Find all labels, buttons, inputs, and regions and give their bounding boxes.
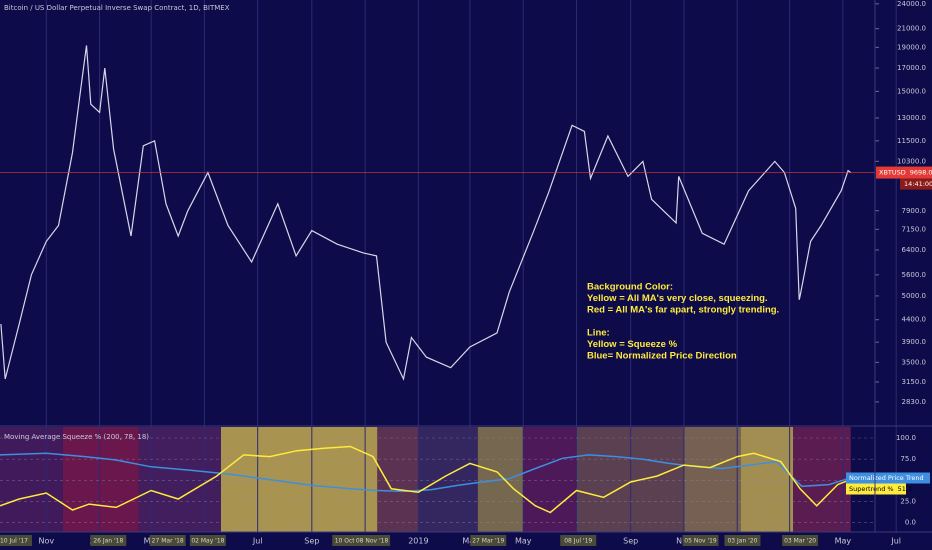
- x-tick-label: Nov: [38, 537, 54, 546]
- y-tick-label: 21000.0: [897, 25, 926, 33]
- y-tick-label: 15000.0: [897, 87, 926, 95]
- date-marker-label: 10 Oct '18: [335, 538, 366, 545]
- series-label: Normalized Price Trend: [849, 474, 924, 482]
- x-tick-label: Sep: [623, 537, 638, 546]
- y-tick-label: 6400.0: [902, 246, 927, 254]
- annotation-line: Blue= Normalized Price Direction: [587, 351, 737, 362]
- y-tick-label: 3500.0: [902, 358, 927, 366]
- squeeze-band: [0, 427, 63, 532]
- date-marker-box: [189, 535, 226, 546]
- annotation-line: Line:: [587, 328, 610, 339]
- indicator-title: Moving Average Squeeze % (200, 78, 18): [4, 433, 149, 441]
- squeeze-band: [138, 427, 221, 532]
- date-marker-label: 27 Mar '19: [472, 538, 504, 545]
- y-tick-label: 13000.0: [897, 114, 926, 122]
- squeeze-band: [377, 427, 419, 532]
- date-marker-label: 10 Jul '17: [0, 538, 28, 545]
- series-label-box: [846, 483, 906, 495]
- y-tick-label: 4400.0: [902, 316, 927, 324]
- y-tick-label: 3150.0: [902, 378, 927, 386]
- y-tick-label: 17000.0: [897, 64, 926, 72]
- squeeze-band: [683, 427, 741, 532]
- y-tick-label: 24000.0: [897, 0, 926, 8]
- price-line: [0, 45, 852, 381]
- x-tick-label: May: [515, 537, 532, 546]
- series-name: Normalized Price Trend: [849, 474, 924, 482]
- date-marker-label: 26 Jan '18: [93, 538, 123, 545]
- date-marker-label: 03 Jan '20: [727, 538, 757, 545]
- price-label: XBTUSD 9698.0: [879, 169, 932, 177]
- x-tick-label: May: [835, 537, 852, 546]
- countdown: 14:41:00: [904, 180, 932, 188]
- date-marker-label: 05 Nov '19: [684, 538, 717, 545]
- date-marker-box: [149, 535, 186, 546]
- x-tick-label: 2019: [408, 537, 428, 546]
- squeeze-band: [220, 427, 378, 532]
- annotation-line: Yellow = All MA's very close, squeezing.: [587, 293, 768, 304]
- date-marker-box: [724, 535, 761, 546]
- indicator-line: [0, 452, 852, 493]
- date-marker-box: [560, 535, 597, 546]
- y-tick-label: 5000.0: [902, 292, 927, 300]
- series-label: Supertrend % 51.1: [849, 485, 912, 493]
- squeeze-band: [62, 427, 139, 532]
- y-tick-label: 100.0: [896, 434, 916, 442]
- date-marker-label: 08 Jul '19: [564, 538, 592, 545]
- date-marker-label: 08 Nov '18: [356, 538, 389, 545]
- y-tick-label: 11500.0: [897, 137, 926, 145]
- date-marker-box: [470, 535, 507, 546]
- squeeze-band: [418, 427, 478, 532]
- chart-title: Bitcoin / US Dollar Perpetual Inverse Sw…: [4, 4, 230, 12]
- y-tick-label: 10300.0: [897, 157, 926, 165]
- annotation-line: Red = All MA's far apart, strongly trend…: [587, 305, 779, 316]
- annotation-line: Background Color:: [587, 282, 673, 293]
- y-tick-label: 75.0: [900, 455, 916, 463]
- y-tick-label: 0.0: [905, 519, 916, 527]
- price-label-box: [876, 166, 932, 179]
- price-symbol: XBTUSD: [879, 169, 906, 177]
- y-tick-label: 19000.0: [897, 43, 926, 51]
- date-marker-box: [354, 535, 391, 546]
- date-marker-box: [332, 535, 369, 546]
- x-tick-label: Sep: [304, 537, 319, 546]
- x-tick-label: Jul: [890, 537, 901, 546]
- x-tick-label: Jul: [252, 537, 263, 546]
- y-tick-label: 3900.0: [902, 338, 927, 346]
- indicator-line: [0, 445, 852, 514]
- series-label-box: [846, 472, 930, 484]
- price-value: 9698.0: [910, 169, 932, 177]
- annotation-line: Yellow = Squeeze %: [587, 339, 678, 350]
- y-tick-label: 7900.0: [902, 207, 927, 215]
- series-name: Supertrend %: [849, 485, 894, 493]
- y-tick-label: 25.0: [900, 498, 916, 506]
- squeeze-band: [793, 427, 851, 532]
- date-marker-box: [90, 535, 127, 546]
- y-tick-label: 5600.0: [902, 271, 927, 279]
- y-tick-label: 2830.0: [902, 398, 927, 406]
- date-marker-label: 03 Mar '20: [784, 538, 816, 545]
- countdown-box: [900, 178, 932, 190]
- date-marker-box: [0, 535, 32, 546]
- squeeze-band: [740, 427, 794, 532]
- squeeze-band: [523, 427, 577, 532]
- y-tick-label: 7150.0: [902, 225, 927, 233]
- date-marker-box: [782, 535, 819, 546]
- date-marker-label: 02 May '18: [191, 538, 224, 545]
- date-marker-box: [682, 535, 719, 546]
- date-marker-label: 27 Mar '18: [152, 538, 184, 545]
- series-value: 51.1: [898, 485, 912, 493]
